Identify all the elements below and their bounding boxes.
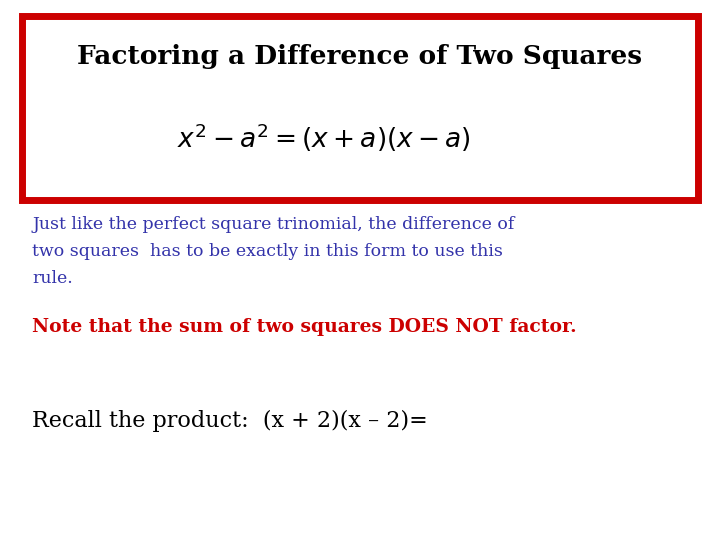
Text: $x^{2} - a^{2} = (x + a)(x - a)$: $x^{2} - a^{2} = (x + a)(x - a)$ [177, 122, 471, 154]
Text: rule.: rule. [32, 269, 73, 287]
Text: two squares  has to be exactly in this form to use this: two squares has to be exactly in this fo… [32, 242, 503, 260]
Text: Factoring a Difference of Two Squares: Factoring a Difference of Two Squares [78, 44, 642, 69]
FancyBboxPatch shape [22, 16, 698, 200]
Text: Note that the sum of two squares DOES NOT factor.: Note that the sum of two squares DOES NO… [32, 318, 577, 336]
Text: Recall the product:  (x + 2)(x – 2)=: Recall the product: (x + 2)(x – 2)= [32, 410, 428, 432]
Text: Just like the perfect square trinomial, the difference of: Just like the perfect square trinomial, … [32, 215, 515, 233]
